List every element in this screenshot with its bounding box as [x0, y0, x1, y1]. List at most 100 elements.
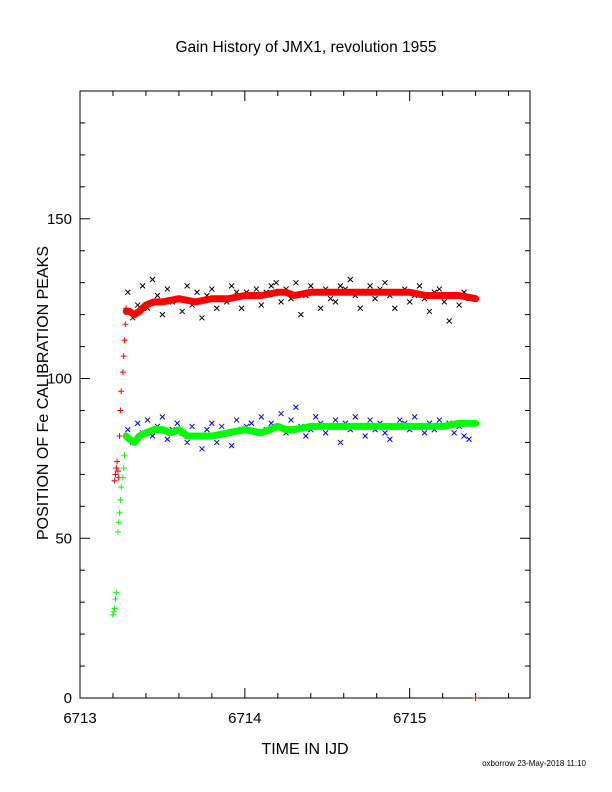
data-point	[122, 321, 129, 328]
data-point	[118, 484, 125, 491]
data-point	[406, 298, 413, 305]
data-point	[382, 429, 388, 436]
data-point	[213, 439, 220, 446]
data-point	[238, 305, 245, 312]
data-point	[110, 608, 117, 615]
data-point	[258, 414, 265, 420]
data-point	[154, 292, 161, 299]
data-point	[416, 283, 423, 289]
data-point	[288, 417, 294, 423]
data-point	[441, 298, 448, 305]
data-point	[332, 298, 339, 305]
data-point	[258, 302, 265, 308]
data-point	[367, 283, 373, 289]
data-point	[199, 314, 205, 321]
data-point	[228, 442, 235, 449]
data-point	[396, 417, 403, 423]
data-point	[352, 414, 359, 420]
data-point	[124, 289, 131, 296]
data-point	[382, 279, 388, 286]
data-point	[159, 311, 166, 318]
data-point	[209, 420, 215, 427]
data-point	[451, 429, 458, 436]
data-point	[115, 519, 122, 526]
data-point	[367, 417, 373, 423]
footer-credit: oxborrow 23-May-2018 11:10	[482, 759, 586, 768]
data-point	[436, 286, 443, 292]
data-point	[113, 589, 120, 596]
data-point	[327, 295, 334, 302]
data-point	[218, 423, 225, 430]
data-point	[387, 436, 393, 443]
data-point	[111, 605, 118, 612]
x-tick-label: 6715	[393, 710, 426, 727]
data-point	[119, 369, 126, 376]
data-point	[114, 528, 121, 535]
data-point	[159, 414, 166, 420]
data-point	[332, 417, 339, 423]
series-3	[109, 452, 128, 618]
data-point	[248, 420, 255, 427]
x-axis-label: TIME IN IJD	[261, 741, 348, 758]
data-point	[461, 433, 467, 439]
data-point	[268, 283, 275, 289]
data-point	[298, 311, 304, 318]
data-point	[109, 611, 116, 618]
data-point	[209, 286, 215, 292]
data-point	[116, 509, 123, 516]
y-tick-label: 150	[47, 211, 72, 228]
data-point	[111, 477, 118, 484]
data-point	[144, 417, 151, 423]
data-point	[278, 410, 284, 417]
data-point	[184, 283, 190, 289]
data-point	[421, 429, 428, 436]
y-axis-label: POSITION OF Fe CALIBRATION PEAKS	[35, 246, 52, 540]
x-tick-label: 6713	[63, 710, 96, 727]
data-point	[362, 433, 369, 439]
data-point	[317, 305, 324, 312]
data-point	[293, 279, 299, 286]
data-point	[273, 279, 280, 286]
data-point	[149, 276, 156, 283]
data-series	[109, 276, 480, 701]
data-point	[456, 302, 462, 308]
data-point	[113, 464, 120, 471]
y-tick-label: 50	[55, 530, 72, 547]
data-point	[119, 474, 126, 481]
data-point	[436, 417, 443, 423]
fit-line	[122, 288, 480, 319]
data-point	[121, 337, 128, 344]
data-point	[121, 452, 128, 459]
axis-ticks: 0 50 100 150 6713 6714 6715	[47, 90, 530, 727]
data-point	[199, 445, 205, 452]
series-2	[111, 305, 479, 701]
data-point	[426, 308, 433, 315]
data-point	[118, 388, 125, 395]
data-point	[194, 289, 200, 296]
data-point	[278, 298, 284, 305]
data-point	[337, 439, 344, 446]
data-point	[164, 436, 171, 443]
data-point	[411, 414, 418, 420]
data-point	[372, 295, 378, 302]
data-point	[134, 420, 141, 427]
data-point	[117, 496, 124, 503]
data-point	[116, 433, 123, 440]
data-point	[179, 308, 186, 315]
data-point	[189, 423, 195, 430]
data-point	[391, 305, 398, 312]
data-point	[174, 420, 181, 427]
data-point	[120, 353, 127, 360]
data-point	[347, 276, 354, 283]
data-point	[302, 433, 309, 439]
data-point	[472, 695, 479, 701]
y-tick-label: 0	[64, 690, 72, 707]
data-point	[112, 595, 119, 602]
data-point	[466, 436, 472, 443]
data-point	[357, 305, 364, 312]
y-tick-label: 100	[47, 371, 72, 388]
data-point	[233, 417, 240, 423]
data-point	[204, 426, 210, 433]
data-point	[112, 471, 119, 478]
series-5	[122, 419, 480, 446]
